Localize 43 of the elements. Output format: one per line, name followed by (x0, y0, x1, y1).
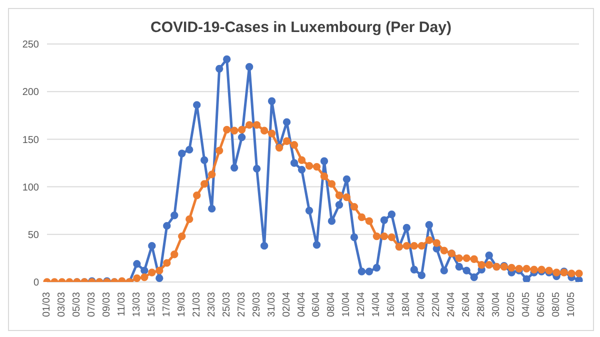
x-tick-label: 16/04 (386, 292, 398, 318)
x-tick-label: 26/04 (461, 292, 472, 318)
x-tick-label: 10/05 (566, 292, 578, 318)
y-tick-label: 0 (33, 278, 40, 289)
x-tick-label: 24/04 (446, 292, 458, 318)
x-tick-label: 27/03 (236, 292, 248, 318)
x-tick-label: 08/04 (326, 292, 338, 318)
x-tick-label: 31/03 (266, 292, 278, 318)
x-tick-label: 21/03 (191, 292, 202, 318)
x-tick-label: 29/03 (251, 292, 262, 318)
x-tick-label: 11/03 (116, 292, 128, 316)
x-tick-label: 09/03 (101, 292, 112, 318)
x-tick-label: 25/03 (221, 292, 232, 318)
x-tick-label: 17/03 (161, 292, 172, 318)
y-tick-label: 50 (28, 230, 40, 241)
x-tick-label: 04/04 (296, 292, 308, 318)
x-tick-label: 12/04 (356, 292, 368, 318)
y-tick-label: 100 (22, 182, 40, 194)
x-tick-label: 08/05 (551, 292, 562, 318)
y-tick-label: 250 (22, 40, 40, 51)
x-tick-label: 02/04 (281, 292, 292, 318)
x-tick-label: 07/03 (86, 292, 98, 318)
x-tick-label: 14/04 (371, 292, 382, 318)
x-tick-label: 06/05 (536, 292, 548, 318)
x-tick-label: 30/04 (491, 292, 502, 318)
y-tick-label: 200 (22, 87, 40, 98)
y-tick-label: 150 (22, 134, 40, 146)
chart-title: COVID-19-Cases in Luxembourg (Per Day) (150, 19, 452, 36)
x-tick-label: 03/03 (56, 292, 68, 318)
x-tick-label: 04/05 (521, 292, 532, 318)
x-tick-label: 05/03 (71, 292, 82, 318)
x-tick-label: 10/04 (341, 292, 352, 318)
x-tick-label: 02/05 (506, 292, 518, 318)
x-tick-label: 19/03 (176, 292, 188, 318)
x-tick-label: 23/03 (206, 292, 218, 318)
x-tick-label: 06/04 (311, 292, 322, 318)
x-tick-label: 22/04 (431, 292, 442, 318)
x-tick-label: 01/03 (42, 292, 52, 318)
x-tick-label: 28/04 (476, 292, 488, 318)
x-tick-label: 13/03 (131, 292, 142, 318)
x-tick-label: 15/03 (146, 292, 158, 318)
x-tick-label: 18/04 (401, 292, 412, 318)
x-tick-label: 20/04 (416, 292, 428, 318)
